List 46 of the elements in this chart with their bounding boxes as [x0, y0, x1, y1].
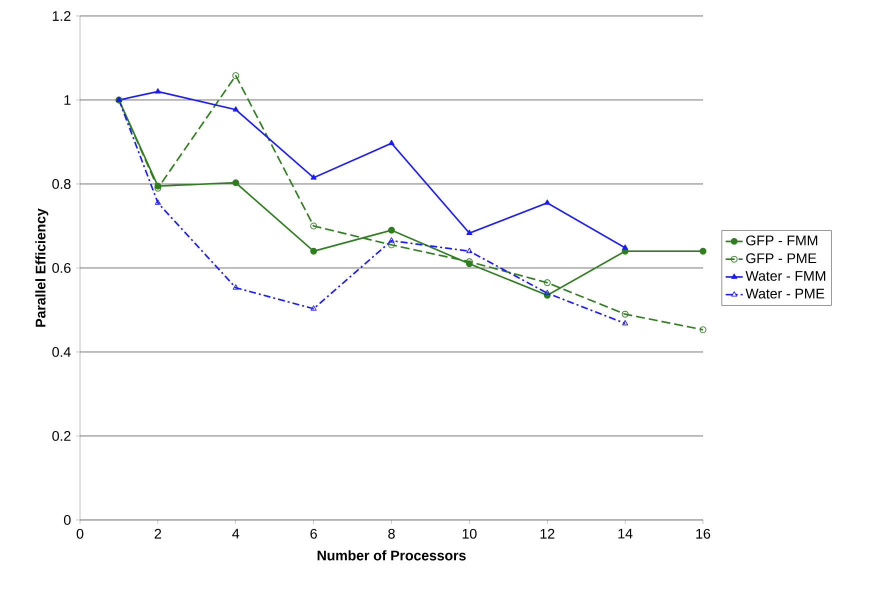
- x-tick-label: 4: [232, 528, 240, 538]
- point: [388, 237, 395, 243]
- y-tick-label: 0: [64, 515, 71, 525]
- legend-label: GFP - FMM: [746, 235, 818, 246]
- point: [388, 241, 395, 248]
- x-tick-label: 2: [154, 528, 162, 539]
- point: [466, 248, 472, 254]
- point: [622, 310, 629, 318]
- point: [154, 199, 161, 205]
- x-tick-label: 10: [462, 528, 477, 539]
- point: [232, 179, 240, 186]
- point: [310, 248, 318, 255]
- x-tick-label: 6: [310, 528, 317, 539]
- x-tick-label: 0: [76, 528, 84, 539]
- x-tick-label: 16: [696, 528, 710, 539]
- y-axis-title: Parallel Efficiency: [35, 208, 48, 327]
- x-tick-label: 14: [618, 528, 632, 538]
- point: [544, 199, 550, 205]
- y-tick-label: 0.2: [52, 431, 70, 441]
- point: [700, 248, 706, 255]
- point: [310, 222, 318, 230]
- x-tick-label: 8: [388, 528, 395, 539]
- point: [544, 290, 550, 296]
- y-tick-label: 1: [64, 95, 70, 105]
- legend-label: Water - FMM: [746, 271, 826, 281]
- y-tick-label: 0.6: [52, 263, 71, 273]
- point: [622, 244, 628, 250]
- point: [388, 140, 395, 146]
- x-axis-title: Number of Processors: [318, 550, 466, 560]
- point: [622, 320, 628, 326]
- x-tick-label: 12: [540, 528, 554, 539]
- legend-label: GFP - PME: [746, 253, 816, 264]
- y-tick-label: 1.2: [52, 11, 70, 21]
- point: [232, 106, 239, 112]
- point: [310, 305, 317, 311]
- point: [544, 279, 551, 286]
- legend-label: Water - PME: [746, 288, 824, 299]
- y-tick-label: 0.4: [52, 347, 71, 357]
- point: [310, 174, 317, 180]
- point: [154, 88, 161, 94]
- point: [232, 72, 240, 80]
- y-tick-label: 0.8: [52, 179, 71, 189]
- point: [232, 284, 239, 290]
- point: [388, 226, 395, 234]
- point: [700, 326, 706, 334]
- point: [466, 230, 472, 236]
